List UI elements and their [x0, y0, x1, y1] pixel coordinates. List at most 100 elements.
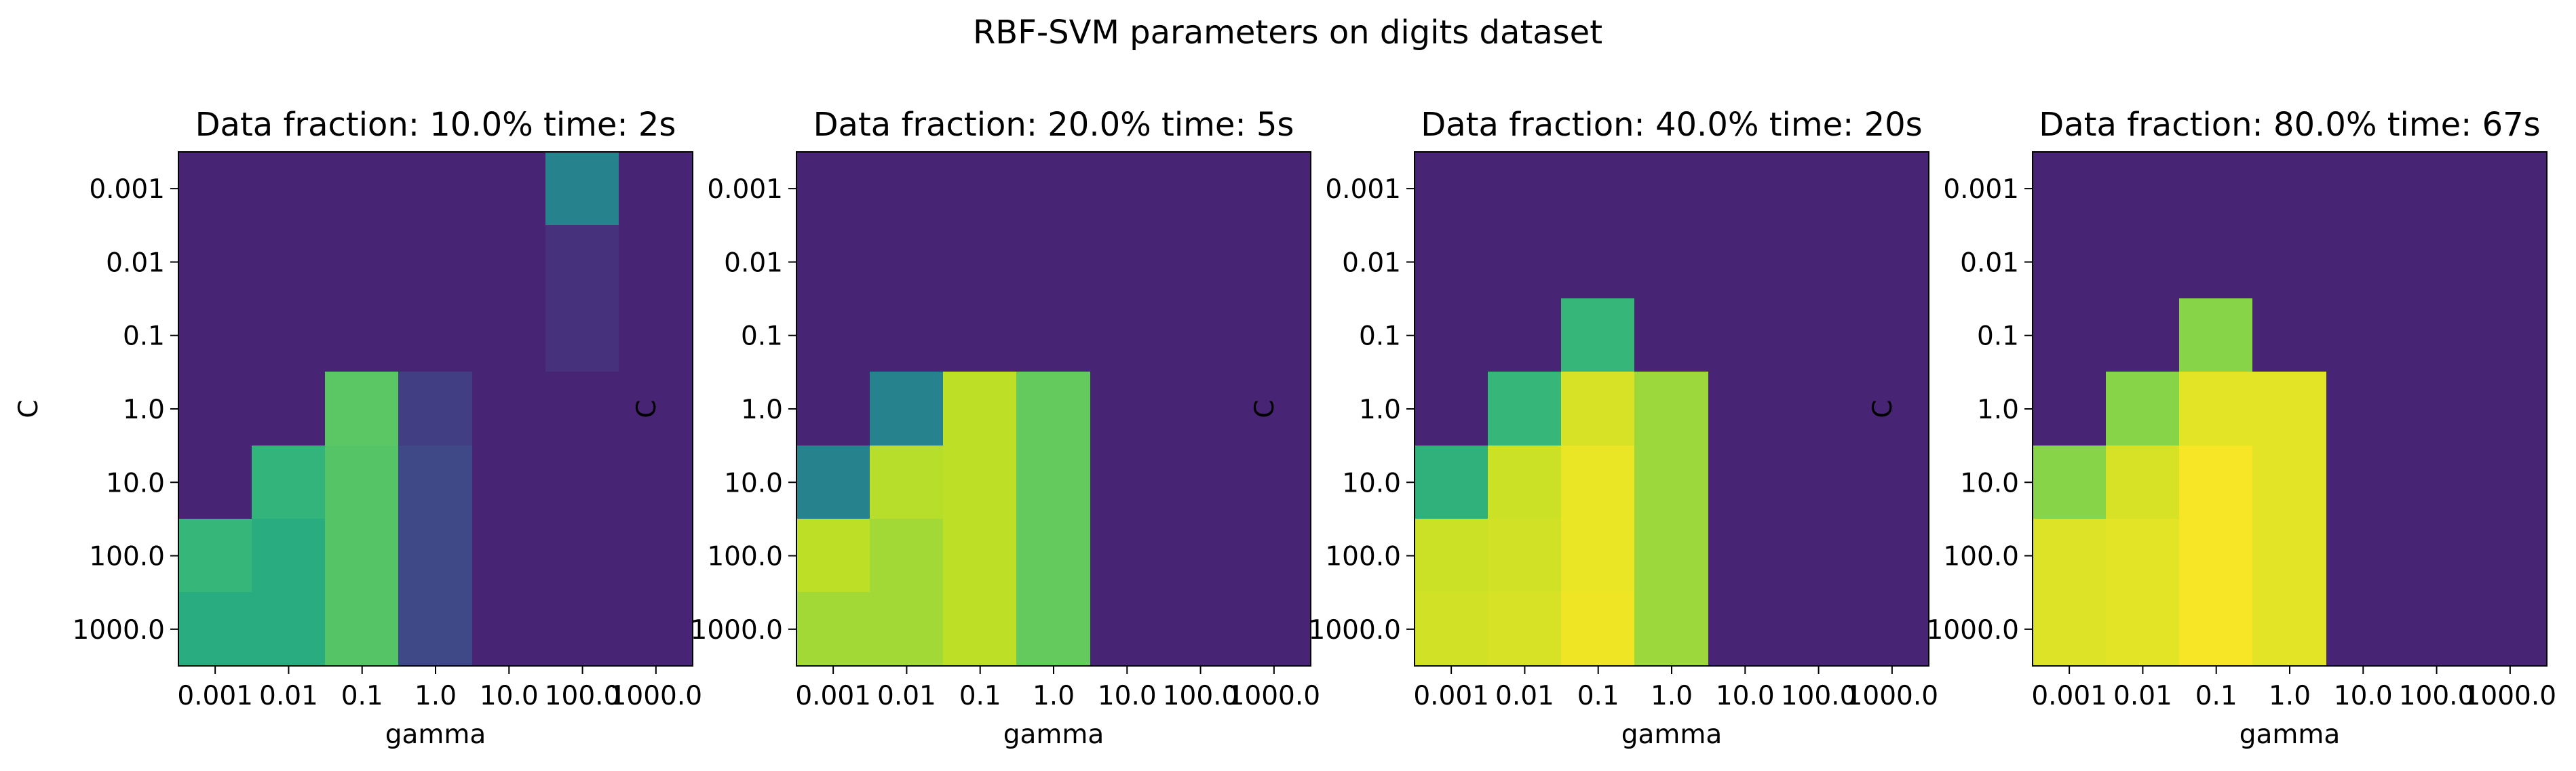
heatmap-cell — [1561, 152, 1635, 226]
y-tick-label: 10.0 — [1342, 468, 1401, 498]
heatmap-cell — [252, 592, 326, 666]
heatmap-cell — [2400, 372, 2474, 446]
heatmap-cell — [1164, 519, 1237, 593]
heatmap-cell — [1708, 592, 1782, 666]
heatmap-cell — [1782, 446, 1856, 519]
panel-title: Data fraction: 10.0% time: 2s — [195, 106, 676, 144]
x-tick-label: 0.1 — [959, 681, 1001, 711]
heatmap-cell — [619, 519, 693, 593]
heatmap-cell — [1561, 592, 1635, 666]
y-axis-label: C — [14, 399, 44, 418]
heatmap-cell — [1237, 519, 1311, 593]
heatmap-cell — [1016, 298, 1091, 372]
heatmap-cell — [1090, 446, 1164, 519]
heatmap-cell — [2473, 446, 2547, 519]
heatmap-cell — [1855, 372, 1929, 446]
heatmap-cell — [252, 446, 326, 519]
heatmap-cell — [325, 592, 399, 666]
heatmap-cell — [398, 592, 473, 666]
heatmap-cell — [325, 298, 399, 372]
y-tick-label: 100.0 — [707, 542, 783, 572]
x-axis-label: gamma — [385, 719, 486, 750]
heatmap-cell — [1782, 519, 1856, 593]
heatmap-cell — [1488, 519, 1562, 593]
heatmap-cell — [472, 372, 546, 446]
heatmap-cell — [178, 372, 252, 446]
heatmap-cell — [2033, 298, 2107, 372]
heatmap-cell — [2326, 519, 2400, 593]
heatmap-cell — [1488, 152, 1562, 226]
y-tick-label: 10.0 — [1960, 468, 2019, 498]
y-tick-label: 0.01 — [724, 248, 783, 278]
heatmap-cell — [2252, 372, 2327, 446]
heatmap-cell — [870, 592, 944, 666]
heatmap-cell — [1090, 372, 1164, 446]
heatmap-cell — [2326, 372, 2400, 446]
heatmap-cell — [2179, 446, 2253, 519]
x-tick-label: 0.01 — [259, 681, 318, 711]
heatmap-cell — [2179, 298, 2253, 372]
heatmap-cell — [1415, 225, 1488, 299]
heatmap-cell — [1634, 225, 1709, 299]
heatmap-cell — [796, 519, 870, 593]
panel-title: Data fraction: 80.0% time: 67s — [2039, 106, 2540, 144]
heatmap-cell — [870, 519, 944, 593]
heatmap-cell — [2473, 519, 2547, 593]
x-tick-label: 0.001 — [795, 681, 871, 711]
heatmap-cell — [1708, 372, 1782, 446]
heatmap-cell — [2106, 298, 2180, 372]
heatmap-cell — [2473, 225, 2547, 299]
heatmap-cell — [1164, 298, 1237, 372]
heatmap-cell — [1415, 372, 1488, 446]
x-tick-label: 1000.0 — [1228, 681, 1320, 711]
heatmap-cell — [2326, 298, 2400, 372]
heatmap-cell — [1415, 298, 1488, 372]
heatmap-panel-2: Data fraction: 20.0% time: 5s0.0010.010.… — [632, 106, 1320, 750]
heatmap-cell — [2252, 519, 2327, 593]
heatmap-cell — [2179, 225, 2253, 299]
panel-title: Data fraction: 40.0% time: 20s — [1421, 106, 1922, 144]
heatmap-cell — [1708, 519, 1782, 593]
heatmap-cell — [252, 519, 326, 593]
heatmap-cell — [2326, 592, 2400, 666]
y-tick-label: 10.0 — [106, 468, 165, 498]
heatmap-cell — [1415, 446, 1488, 519]
heatmap-cell — [619, 372, 693, 446]
heatmap-cells — [178, 152, 693, 666]
x-tick-label: 100.0 — [1163, 681, 1239, 711]
x-tick-label: 0.01 — [877, 681, 936, 711]
heatmap-cell — [943, 592, 1017, 666]
heatmap-cell — [1016, 225, 1091, 299]
y-tick-label: 0.001 — [1943, 174, 2019, 205]
y-tick-label: 1.0 — [1977, 395, 2019, 425]
heatmap-cell — [2400, 519, 2474, 593]
heatmap-cell — [398, 225, 473, 299]
heatmap-cell — [1164, 225, 1237, 299]
y-tick-label: 0.01 — [1960, 248, 2019, 278]
heatmap-cell — [1016, 519, 1091, 593]
x-tick-label: 1.0 — [1033, 681, 1075, 711]
heatmap-cell — [2033, 519, 2107, 593]
heatmap-cell — [796, 592, 870, 666]
x-tick-label: 100.0 — [1781, 681, 1857, 711]
x-tick-label: 10.0 — [2334, 681, 2393, 711]
y-tick-label: 1.0 — [123, 395, 165, 425]
heatmap-cell — [943, 152, 1017, 226]
heatmap-cell — [943, 372, 1017, 446]
x-tick-label: 0.01 — [2113, 681, 2172, 711]
heatmap-cell — [2252, 592, 2327, 666]
heatmap-cell — [1634, 519, 1709, 593]
heatmap-cell — [2252, 225, 2327, 299]
heatmap-cell — [252, 225, 326, 299]
x-axis-label: gamma — [1003, 719, 1104, 750]
x-tick-label: 10.0 — [1716, 681, 1775, 711]
heatmap-cells — [796, 152, 1311, 666]
heatmap-cell — [1782, 592, 1856, 666]
heatmap-cell — [1164, 446, 1237, 519]
heatmap-cell — [1488, 446, 1562, 519]
heatmap-cell — [2033, 446, 2107, 519]
heatmap-cell — [1488, 225, 1562, 299]
heatmap-cell — [545, 446, 619, 519]
heatmap-cell — [2033, 225, 2107, 299]
heatmap-cell — [796, 446, 870, 519]
